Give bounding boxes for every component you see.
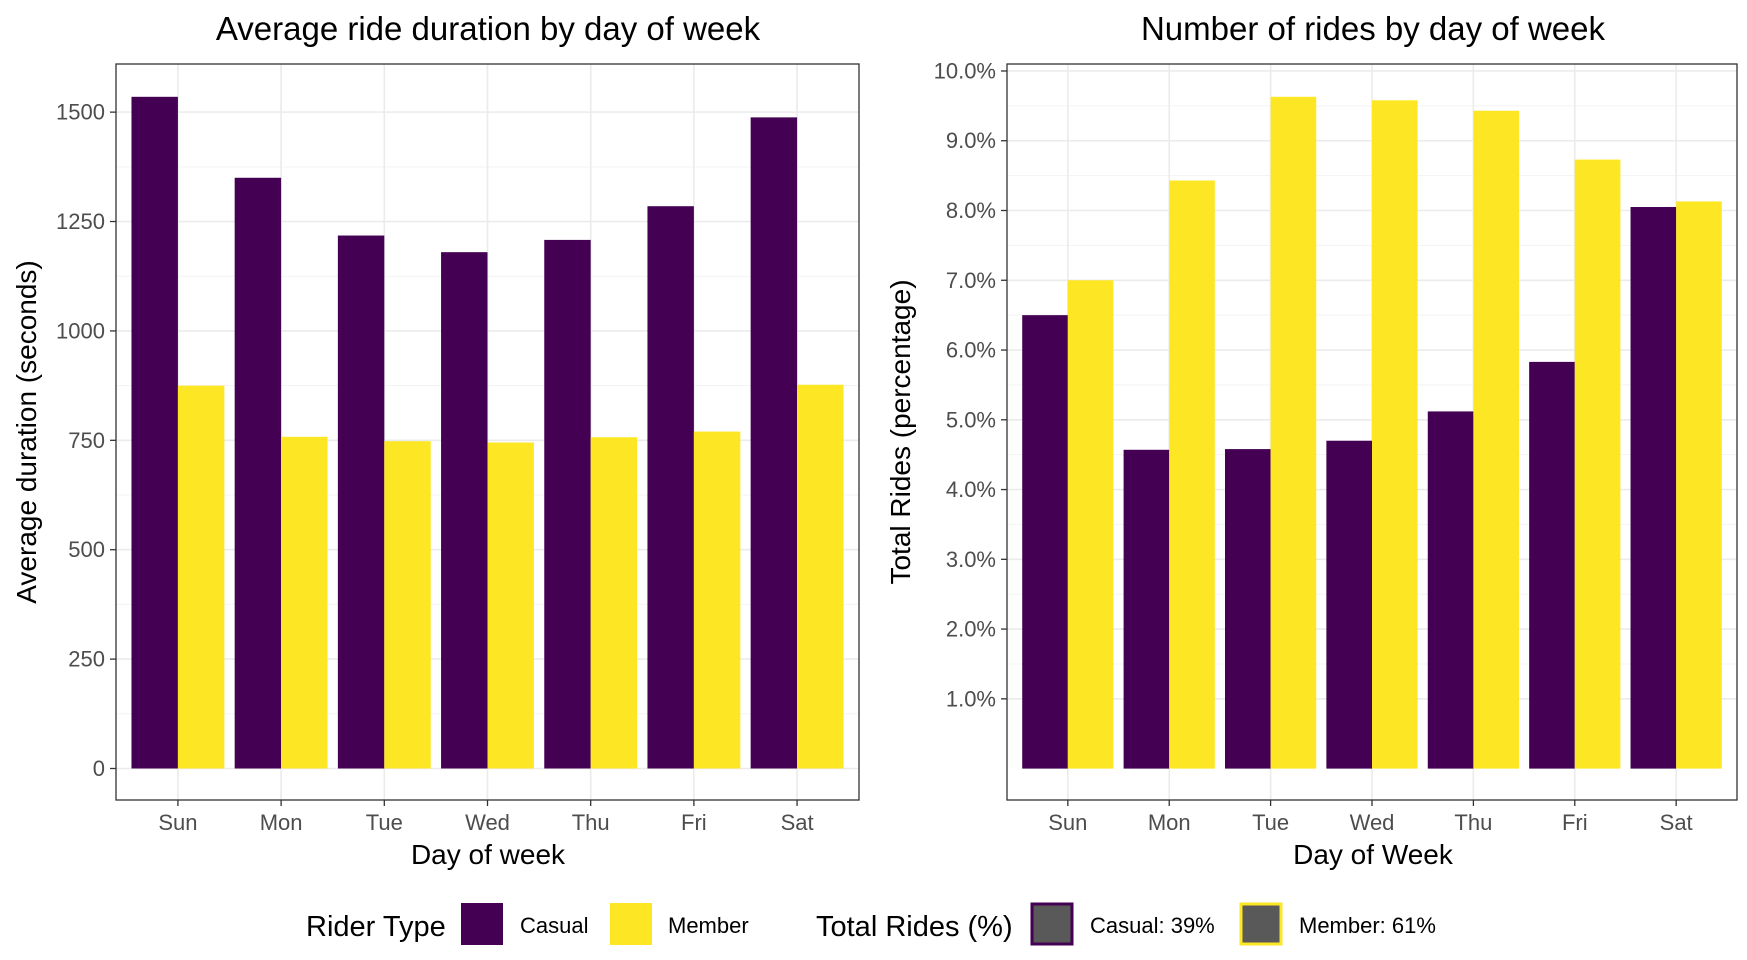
- rides-bar-casual-tue: [1224, 449, 1271, 769]
- duration-x-tick-label-mon: Mon: [260, 810, 303, 835]
- rides-x-tick-label-fri: Fri: [1562, 810, 1588, 835]
- rides-y-tick-label: 5.0%: [946, 407, 996, 432]
- duration-bar-casual-thu: [544, 239, 591, 769]
- duration-x-axis-title: Day of week: [411, 839, 566, 870]
- rider-type-legend-title: Rider Type: [306, 911, 446, 943]
- legend-label-casual: Casual: [520, 913, 588, 938]
- duration-bar-casual-fri: [647, 206, 694, 769]
- rides-bar-casual-fri: [1529, 361, 1575, 769]
- duration-bar-member-fri: [693, 431, 741, 769]
- rides-x-axis-title: Day of Week: [1293, 839, 1454, 870]
- duration-bar-casual-mon: [234, 177, 282, 769]
- duration-x-tick-label-fri: Fri: [681, 810, 707, 835]
- rides-y-axis-title: Total Rides (percentage): [885, 279, 916, 584]
- rides-bar-casual-sun: [1022, 315, 1068, 769]
- rides-y-tick-label: 4.0%: [946, 477, 996, 502]
- rides-x-tick-label-sat: Sat: [1660, 810, 1693, 835]
- rides-x-tick-label-tue: Tue: [1252, 810, 1289, 835]
- duration-y-tick-label: 500: [68, 537, 105, 562]
- duration-x-tick-label-thu: Thu: [572, 810, 610, 835]
- rides-y-tick-label: 3.0%: [946, 547, 996, 572]
- duration-x-tick-label-sat: Sat: [781, 810, 814, 835]
- rides-bar-member-sat: [1676, 201, 1722, 769]
- rides-chart-title: Number of rides by day of week: [1141, 10, 1606, 47]
- duration-x-tick-label-sun: Sun: [158, 810, 197, 835]
- rides-bar-member-thu: [1473, 110, 1520, 769]
- duration-y-tick-label: 750: [68, 428, 105, 453]
- rides-bars: [1022, 96, 1722, 769]
- legend-label-total-member: Member: 61%: [1299, 913, 1436, 938]
- rides-y-tick-label: 2.0%: [946, 617, 996, 642]
- duration-x-ticks: Sun Mon Tue Wed Thu Fri Sat: [158, 800, 814, 835]
- duration-y-tick-label: 250: [68, 647, 105, 672]
- duration-bars: [131, 96, 844, 769]
- rides-y-tick-label: 7.0%: [946, 268, 996, 293]
- rides-y-tick-label: 9.0%: [946, 128, 996, 153]
- duration-chart-title: Average ride duration by day of week: [216, 10, 761, 47]
- rides-bar-member-tue: [1270, 96, 1317, 769]
- duration-y-tick-label: 1500: [56, 100, 105, 125]
- duration-bar-casual-sat: [750, 117, 798, 769]
- rides-x-tick-label-mon: Mon: [1148, 810, 1191, 835]
- rides-x-ticks: Sun Mon Tue Wed Thu Fri Sat: [1048, 800, 1693, 835]
- total-rides-legend-title: Total Rides (%): [816, 911, 1013, 943]
- rides-bar-member-mon: [1169, 180, 1215, 769]
- legend-label-total-casual: Casual: 39%: [1090, 913, 1215, 938]
- duration-bar-member-wed: [487, 442, 534, 769]
- legend: Rider Type Casual Member Total Rides (%)…: [306, 902, 1436, 946]
- rides-y-tick-label: 1.0%: [946, 686, 996, 711]
- rides-chart: Number of rides by day of week 1.0% 2.0% 3…: [885, 10, 1738, 870]
- duration-bar-member-thu: [590, 437, 638, 769]
- rides-x-tick-label-thu: Thu: [1454, 810, 1492, 835]
- legend-key-total-casual: [1030, 902, 1074, 946]
- duration-bar-member-sun: [177, 385, 225, 769]
- rides-bar-casual-mon: [1123, 449, 1170, 769]
- rides-y-tick-label: 10.0%: [934, 58, 996, 83]
- duration-bar-casual-wed: [441, 252, 488, 769]
- rides-bar-member-wed: [1372, 100, 1418, 769]
- rides-x-tick-label-sun: Sun: [1048, 810, 1087, 835]
- duration-chart: Average ride duration by day of week 0 25…: [11, 10, 860, 870]
- duration-y-tick-label: 1250: [56, 209, 105, 234]
- rides-bar-member-fri: [1574, 159, 1621, 769]
- rides-bar-member-sun: [1067, 280, 1114, 769]
- duration-bar-member-mon: [281, 436, 328, 769]
- rides-x-tick-label-wed: Wed: [1350, 810, 1395, 835]
- duration-bar-member-tue: [384, 441, 431, 769]
- duration-bar-casual-sun: [131, 96, 178, 769]
- duration-x-tick-label-wed: Wed: [465, 810, 510, 835]
- duration-y-tick-label: 1000: [56, 318, 105, 343]
- duration-bar-member-sat: [797, 384, 844, 769]
- legend-key-member: [610, 903, 652, 945]
- rides-y-ticks: 1.0% 2.0% 3.0% 4.0% 5.0% 6.0% 7.0% 8.0% 9.0% 10.0…: [934, 58, 1007, 711]
- duration-y-tick-label: 0: [93, 756, 105, 781]
- legend-key-total-member: [1239, 902, 1283, 946]
- legend-key-casual: [461, 903, 503, 945]
- duration-y-ticks: 0 250 500 750 1000 1250 1500: [56, 100, 116, 781]
- rides-bar-casual-sat: [1630, 207, 1677, 769]
- duration-y-axis-title: Average duration (seconds): [11, 260, 42, 603]
- rides-bar-casual-thu: [1427, 411, 1474, 769]
- rides-y-tick-label: 8.0%: [946, 198, 996, 223]
- duration-bar-casual-tue: [337, 235, 385, 769]
- legend-label-member: Member: [668, 913, 749, 938]
- duration-x-tick-label-tue: Tue: [366, 810, 403, 835]
- rides-bar-casual-wed: [1326, 440, 1372, 769]
- rides-y-tick-label: 6.0%: [946, 338, 996, 363]
